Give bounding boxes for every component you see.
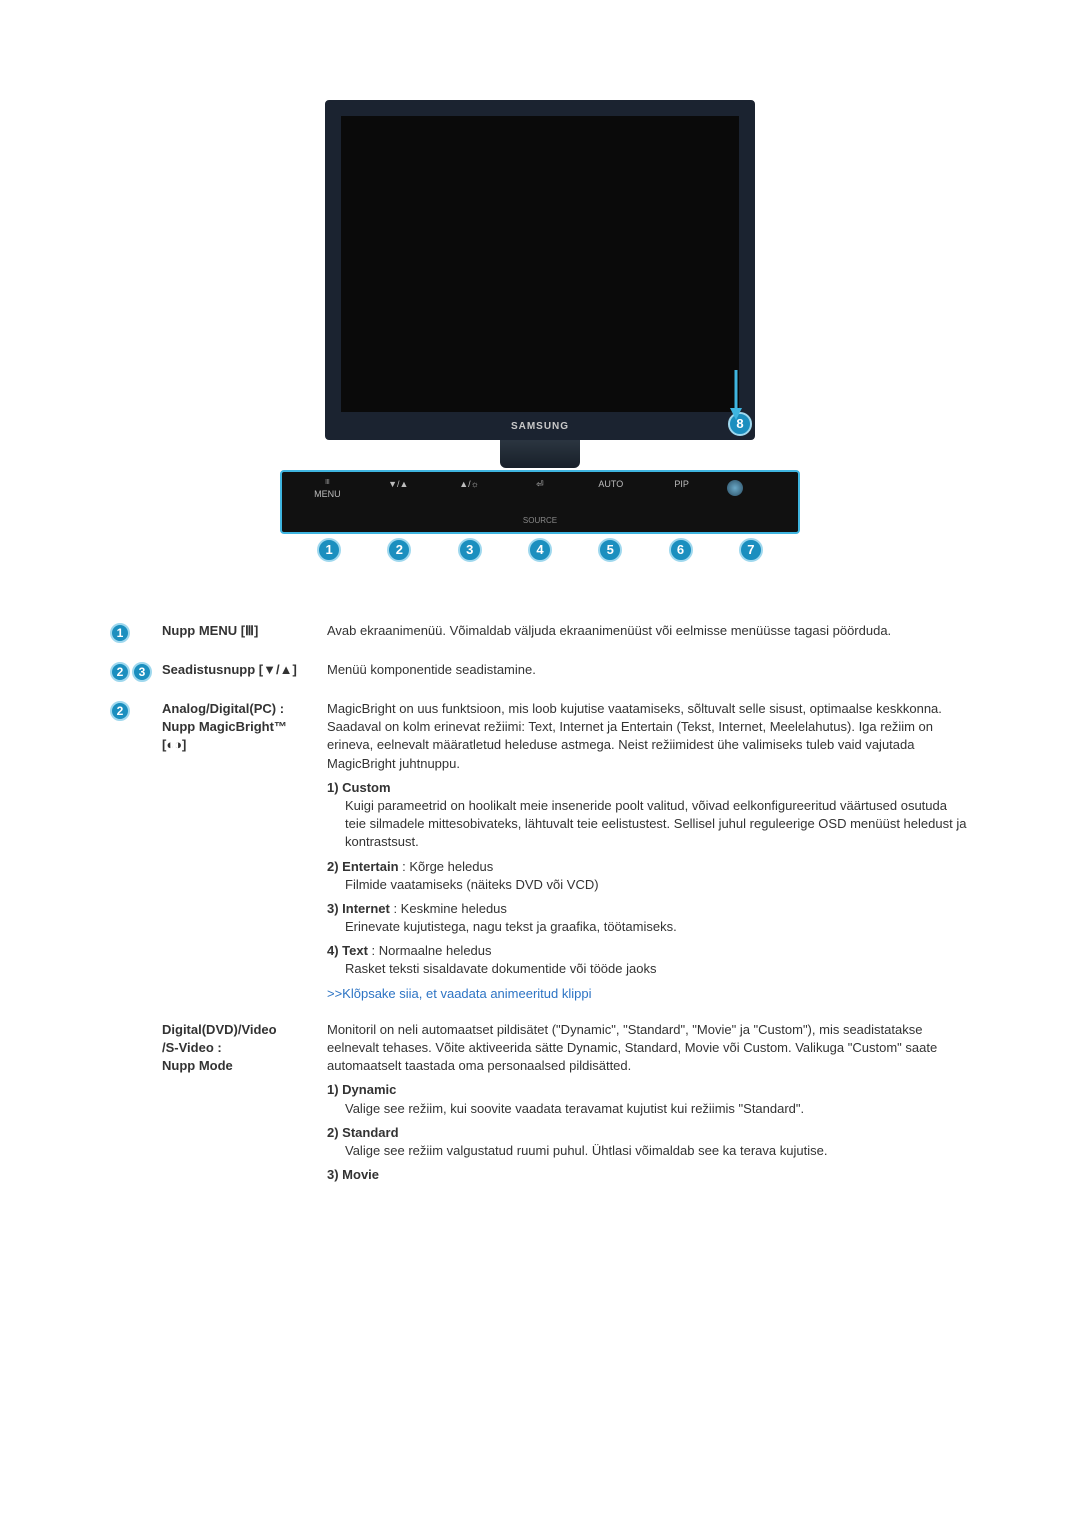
row-badges — [110, 1021, 162, 1022]
sub-title: 2) Entertain — [327, 859, 399, 874]
panel-btn-power — [727, 478, 777, 496]
row-body: Menüü komponentide seadistamine. — [327, 661, 970, 679]
callout-3: 3 — [458, 538, 482, 562]
sub-desc: Erinevate kujutistega, nagu tekst ja gra… — [327, 918, 970, 936]
monitor-screen: SAMSUNG — [325, 100, 755, 440]
panel-btn-menu: ⅢMENU — [302, 478, 352, 500]
sub-title: 2) Standard — [327, 1125, 399, 1140]
panel-btn-down: ▼/▲ — [373, 478, 423, 491]
sub-standard: 2) Standard Valige see režiim valgustatu… — [327, 1124, 970, 1160]
monitor-brand-label: SAMSUNG — [511, 420, 569, 434]
power-icon — [727, 480, 743, 496]
row-label: Digital(DVD)/Video /S-Video : Nupp Mode — [162, 1021, 327, 1076]
badge: 3 — [132, 662, 152, 682]
monitor-stand — [500, 440, 580, 468]
sub-desc: Rasket teksti sisaldavate dokumentide võ… — [327, 960, 970, 978]
row-label: Analog/Digital(PC) : Nupp MagicBright™ [… — [162, 700, 327, 755]
row-mode: Digital(DVD)/Video /S-Video : Nupp Mode … — [110, 1021, 970, 1185]
sub-entertain: 2) Entertain : Kõrge heledus Filmide vaa… — [327, 858, 970, 894]
row-label: Nupp MENU [Ⅲ] — [162, 622, 327, 640]
badge: 2 — [110, 701, 130, 721]
arrow-down-icon — [726, 370, 746, 420]
callout-5: 5 — [598, 538, 622, 562]
row-badges: 1 — [110, 622, 162, 643]
sub-inline: : Keskmine heledus — [390, 901, 507, 916]
badge: 2 — [110, 662, 130, 682]
callout-6: 6 — [669, 538, 693, 562]
callout-2: 2 — [387, 538, 411, 562]
sub-desc: Valige see režiim valgustatud ruumi puhu… — [327, 1142, 970, 1160]
row-adjust: 2 3 Seadistusnupp [▼/▲] Menüü komponenti… — [110, 661, 970, 682]
badge: 1 — [110, 623, 130, 643]
row-menu: 1 Nupp MENU [Ⅲ] Avab ekraanimenüü. Võima… — [110, 622, 970, 643]
sub-internet: 3) Internet : Keskmine heledus Erinevate… — [327, 900, 970, 936]
sub-inline: : Normaalne heledus — [368, 943, 492, 958]
panel-btn-enter: ⏎ — [515, 478, 565, 491]
callout-row: 1 2 3 4 5 6 7 — [280, 534, 800, 562]
sub-custom: 1) Custom Kuigi parameetrid on hoolikalt… — [327, 779, 970, 852]
sub-inline: : Kõrge heledus — [399, 859, 494, 874]
row-badges: 2 — [110, 700, 162, 721]
sub-title: 4) Text — [327, 943, 368, 958]
sub-text: 4) Text : Normaalne heledus Rasket tekst… — [327, 942, 970, 978]
row-body-text: MagicBright on uus funktsioon, mis loob … — [327, 700, 970, 773]
callout-4: 4 — [528, 538, 552, 562]
panel-btn-up: ▲/☼ — [444, 478, 494, 491]
row-label: Seadistusnupp [▼/▲] — [162, 661, 327, 679]
monitor-button-panel: ⅢMENU ▼/▲ ▲/☼ ⏎ AUTO PIP SOURCE — [280, 470, 800, 534]
panel-btn-auto: AUTO — [586, 478, 636, 491]
row-magicbright: 2 Analog/Digital(PC) : Nupp MagicBright™… — [110, 700, 970, 1003]
sub-title: 3) Movie — [327, 1167, 379, 1182]
source-label: SOURCE — [523, 515, 557, 526]
description-rows: 1 Nupp MENU [Ⅲ] Avab ekraanimenüü. Võima… — [110, 622, 970, 1184]
row-body: Monitoril on neli automaatset pildisätet… — [327, 1021, 970, 1185]
monitor-body: SAMSUNG 8 ⅢMENU ▼/▲ ▲/☼ ⏎ AUTO PIP SOURC… — [280, 100, 800, 562]
sub-desc: Kuigi parameetrid on hoolikalt meie inse… — [327, 797, 970, 852]
sub-movie: 3) Movie — [327, 1166, 970, 1184]
sub-desc: Valige see režiim, kui soovite vaadata t… — [327, 1100, 970, 1118]
row-body: MagicBright on uus funktsioon, mis loob … — [327, 700, 970, 1003]
sub-dynamic: 1) Dynamic Valige see režiim, kui soovit… — [327, 1081, 970, 1117]
animation-clip-link[interactable]: >>Klõpsake siia, et vaadata animeeritud … — [327, 985, 970, 1003]
sub-title: 3) Internet — [327, 901, 390, 916]
sub-desc: Filmide vaatamiseks (näiteks DVD või VCD… — [327, 876, 970, 894]
callout-1: 1 — [317, 538, 341, 562]
row-body: Avab ekraanimenüü. Võimaldab väljuda ekr… — [327, 622, 970, 640]
callout-7: 7 — [739, 538, 763, 562]
row-badges: 2 3 — [110, 661, 162, 682]
sub-title: 1) Dynamic — [327, 1082, 396, 1097]
monitor-illustration: SAMSUNG 8 ⅢMENU ▼/▲ ▲/☼ ⏎ AUTO PIP SOURC… — [110, 100, 970, 562]
sub-title: 1) Custom — [327, 780, 391, 795]
panel-btn-pip: PIP — [657, 478, 707, 491]
row-body-text: Monitoril on neli automaatset pildisätet… — [327, 1021, 970, 1076]
